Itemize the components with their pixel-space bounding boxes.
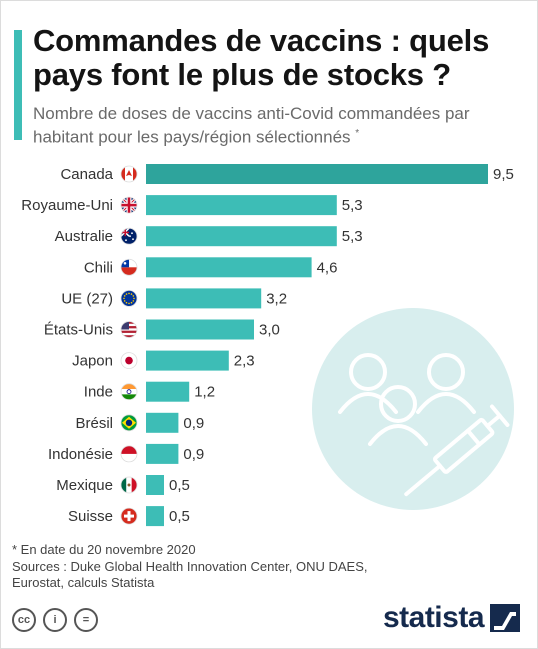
value-label: 2,3 [234, 353, 255, 370]
india-flag-icon [121, 383, 137, 400]
sources-line-1: Sources : Duke Global Health Innovation … [12, 558, 368, 574]
person-icon [338, 353, 398, 414]
category-label: UE (27) [61, 290, 113, 307]
category-label: Chili [84, 259, 113, 276]
category-label: Australie [55, 228, 113, 245]
category-label: Mexique [56, 477, 113, 494]
bar [146, 257, 312, 278]
bar [146, 381, 190, 402]
eu-flag-icon [121, 290, 137, 307]
flag-outline [120, 476, 138, 494]
brazil-flag-icon [121, 414, 137, 431]
flag-outline [120, 321, 138, 338]
flag-outline [120, 507, 138, 525]
no-derivatives-icon[interactable]: = [74, 608, 98, 632]
bar-row: États-Unis 3,0 [44, 319, 280, 340]
uk-flag-icon [121, 197, 137, 214]
chart-title: Commandes de vaccins : quels pays font l… [33, 23, 490, 92]
switzerland-flag-icon [121, 508, 137, 525]
syringe-icon [404, 404, 510, 497]
flag-outline [120, 258, 138, 276]
bar-row: Inde 1,2 [84, 381, 215, 402]
brand-name: statista [382, 601, 485, 634]
subtitle-text: Nombre de doses de vaccins anti-Covid co… [33, 104, 470, 147]
bar [146, 319, 254, 340]
category-label: Royaume-Uni [21, 197, 113, 214]
value-label: 0,5 [169, 477, 190, 494]
category-label: États-Unis [44, 322, 113, 339]
value-label: 0,5 [169, 508, 190, 525]
value-label: 5,3 [342, 228, 363, 245]
bar-row: Chili 4,6 [84, 257, 338, 278]
person-icon [368, 385, 428, 446]
bar-row: Mexique 0,5 [56, 475, 190, 495]
bar [146, 506, 164, 527]
flag-outline [120, 414, 138, 432]
cc-icon[interactable]: cc [12, 608, 36, 632]
bar [146, 288, 262, 309]
bar [146, 195, 337, 216]
statista-mark-icon [490, 604, 520, 632]
chile-flag-icon [121, 259, 137, 276]
value-label: 9,5 [493, 166, 514, 183]
flag-outline [120, 165, 138, 183]
bar-row: Suisse 0,5 [68, 506, 190, 527]
category-label: Brésil [75, 415, 113, 432]
value-label: 3,0 [259, 322, 280, 339]
statista-logo[interactable]: statista [383, 601, 520, 635]
license-icons: cc i = [12, 608, 98, 632]
category-label: Canada [60, 166, 113, 183]
chart-subtitle: Nombre de doses de vaccins anti-Covid co… [33, 104, 503, 148]
value-label: 1,2 [194, 384, 215, 401]
value-label: 3,2 [266, 290, 287, 307]
japan-flag-icon [121, 352, 137, 369]
date-note: * En date du 20 novembre 2020 [12, 542, 196, 557]
bar-row: Australie 5,3 [55, 226, 363, 247]
flag-outline [120, 289, 138, 307]
flag-outline [120, 352, 138, 370]
title-accent-bar [14, 30, 22, 140]
canada-flag-icon [121, 166, 137, 182]
value-label: 0,9 [183, 415, 204, 432]
value-label: 4,6 [317, 259, 338, 276]
subtitle-asterisk: * [355, 128, 360, 139]
category-label: Suisse [68, 508, 113, 525]
bar [146, 164, 488, 184]
category-label: Inde [84, 384, 113, 401]
bar-row: UE (27) 3,2 [61, 288, 287, 309]
flag-outline [120, 445, 138, 463]
bar [146, 226, 337, 247]
flag-outline [120, 196, 138, 214]
category-label: Japon [72, 353, 113, 370]
vaccine-illustration [312, 308, 514, 510]
bar-row: Brésil 0,9 [75, 412, 204, 433]
sources-line-2: Eurostat, calculs Statista [12, 575, 155, 590]
footnote: * En date du 20 novembre 2020 Sources : … [12, 542, 432, 592]
bar-row: Royaume-Uni 5,3 [21, 195, 363, 216]
mexico-flag-icon [121, 477, 137, 493]
value-label: 0,9 [183, 446, 204, 463]
value-label: 5,3 [342, 197, 363, 214]
flag-outline [120, 383, 138, 401]
bar [146, 412, 179, 433]
bar-row: Indonésie 0,9 [48, 443, 204, 464]
bar-row: Japon 2,3 [72, 350, 255, 371]
bar [146, 443, 179, 464]
category-label: Indonésie [48, 446, 113, 463]
bar [146, 475, 164, 495]
usa-flag-icon [121, 321, 137, 338]
flag-outline [120, 227, 138, 245]
person-icon [416, 353, 476, 414]
bar [146, 350, 229, 371]
indonesia-flag-icon [121, 445, 137, 462]
attribution-icon[interactable]: i [43, 608, 67, 632]
bar-row: Canada 9,5 [60, 164, 514, 184]
